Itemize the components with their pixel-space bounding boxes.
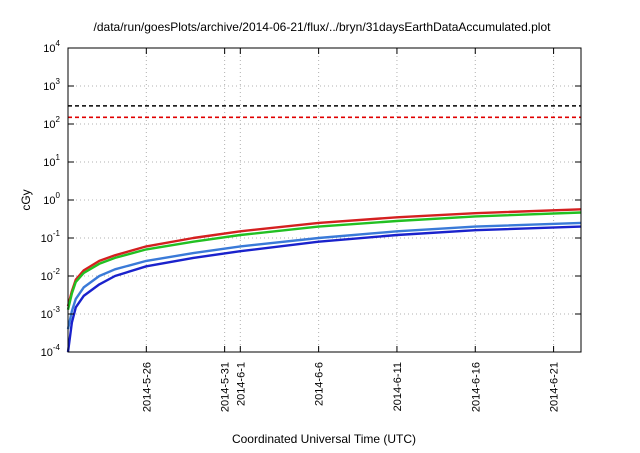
- x-tick-label: 2014-5-31: [220, 362, 232, 412]
- x-tick-label: 2014-6-16: [470, 362, 482, 412]
- y-tick-label: 10-4: [41, 343, 61, 359]
- x-tick-label: 2014-6-1: [235, 362, 247, 406]
- x-tick-label: 2014-6-6: [314, 362, 326, 406]
- y-axis-ticks: 10-4 10-3 10-2 10-1 100 101 102 103 104: [41, 39, 581, 359]
- y-tick-label: 10-3: [41, 305, 61, 321]
- y-tick-label: 103: [43, 77, 60, 93]
- x-axis-label: Coordinated Universal Time (UTC): [232, 432, 416, 446]
- chart-title: /data/run/goesPlots/archive/2014-06-21/f…: [94, 20, 552, 34]
- series-line: [66, 221, 582, 330]
- series-line: [66, 211, 582, 310]
- series-line: [66, 208, 582, 307]
- series-group: [66, 208, 582, 353]
- x-axis-ticks: 2014-5-26 2014-5-31 2014-6-1 2014-6-6 2014-6…: [141, 48, 561, 412]
- y-tick-label: 101: [43, 153, 60, 169]
- y-tick-label: 100: [43, 191, 60, 207]
- y-tick-label: 104: [43, 39, 60, 55]
- threshold-lines: [68, 105, 581, 119]
- y-tick-label: 102: [43, 115, 60, 131]
- y-tick-label: 10-2: [41, 267, 61, 283]
- x-tick-label: 2014-5-26: [141, 362, 153, 412]
- y-axis-label: cGy: [19, 189, 33, 210]
- x-tick-label: 2014-6-11: [392, 362, 404, 411]
- y-tick-label: 10-1: [41, 229, 61, 245]
- x-tick-label: 2014-6-21: [549, 362, 561, 412]
- grid-lines: [68, 48, 581, 352]
- series-line: [66, 225, 582, 353]
